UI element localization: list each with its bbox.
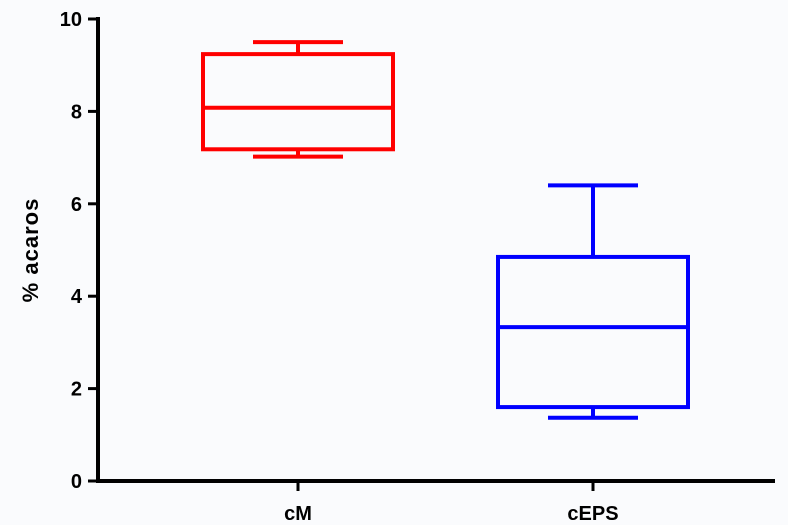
- iqr-box: [201, 52, 395, 152]
- y-tick-label: 10: [60, 9, 82, 31]
- y-tick-label: 4: [71, 286, 83, 308]
- y-axis-label: % acaros: [18, 198, 43, 303]
- y-ticks: 0 2 4 6 8 10: [60, 9, 98, 493]
- boxes-layer: [201, 40, 690, 420]
- axes-layer: [96, 17, 775, 483]
- iqr-box: [496, 254, 690, 410]
- y-tick-label: 2: [71, 379, 82, 401]
- y-tick-label: 8: [71, 101, 82, 123]
- box-ceps: [496, 183, 690, 420]
- box-cm: [201, 40, 395, 159]
- y-tick-label: 0: [71, 471, 82, 493]
- y-tick-label: 6: [71, 194, 82, 216]
- x-category-label: cM: [284, 503, 312, 525]
- x-category-label: cEPS: [567, 503, 618, 525]
- x-categories: cM cEPS: [284, 481, 619, 525]
